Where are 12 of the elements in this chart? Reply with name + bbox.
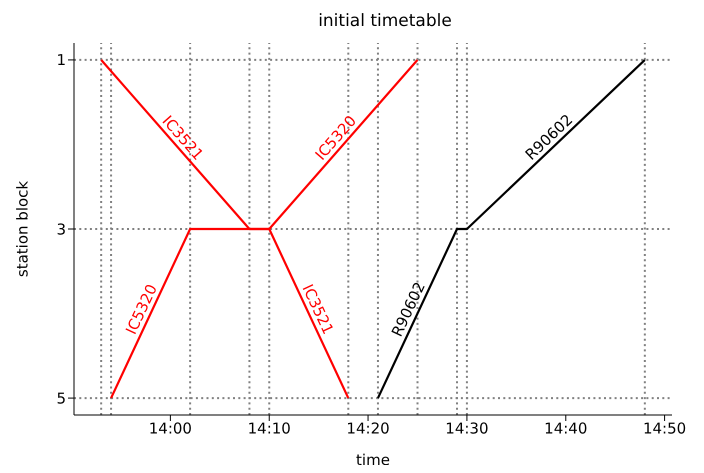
- y-tick-label: 1: [56, 51, 66, 70]
- x-tick-label: 14:30: [445, 420, 489, 438]
- y-tick-label: 5: [56, 389, 66, 408]
- x-tick-label: 14:40: [544, 420, 588, 438]
- y-tick-label: 3: [56, 220, 66, 238]
- x-tick-label: 14:50: [642, 420, 686, 438]
- y-axis-title: station block: [13, 180, 32, 278]
- chart-title: initial timetable: [317, 10, 453, 33]
- x-axis-title: time: [356, 451, 390, 469]
- x-tick-label: 14:20: [346, 420, 390, 438]
- x-tick-label: 14:00: [148, 420, 192, 438]
- x-tick-label: 14:10: [248, 420, 291, 438]
